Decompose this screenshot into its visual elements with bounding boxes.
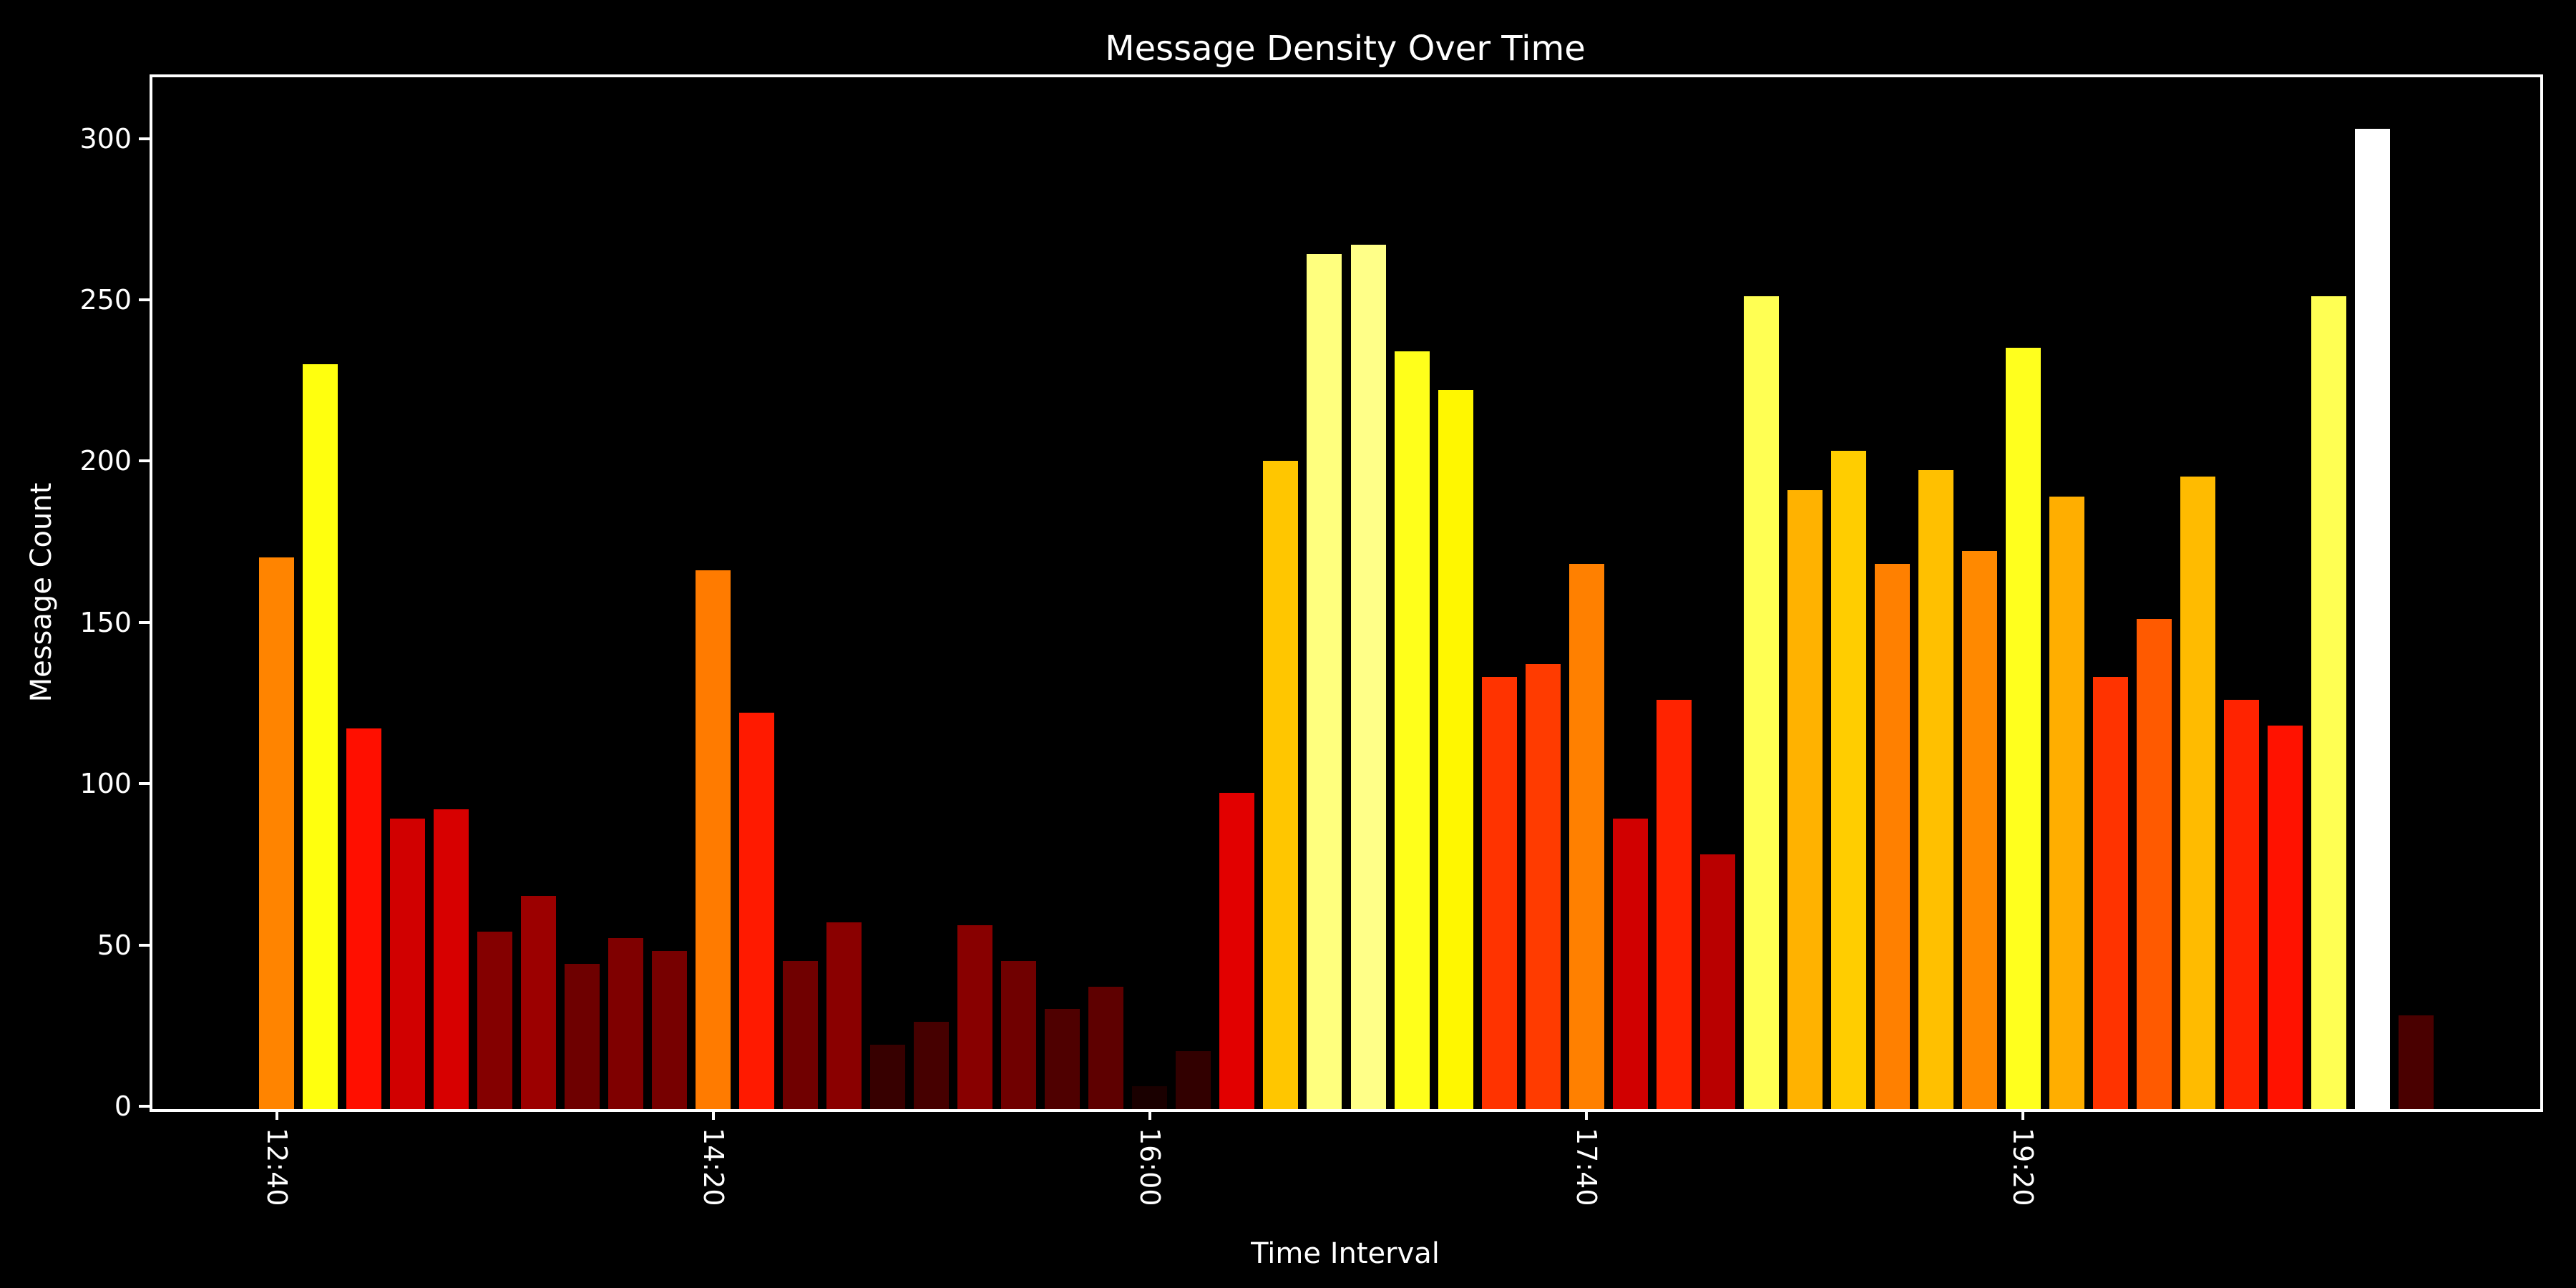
x-tick-mark <box>711 1109 715 1120</box>
bar-15:00 <box>870 1044 906 1109</box>
bar-12:40 <box>259 557 295 1109</box>
y-tick-mark <box>139 620 150 624</box>
bar-20:30 <box>2311 296 2346 1109</box>
y-tick-label: 250 <box>79 284 132 316</box>
bar-16:00 <box>1132 1086 1168 1109</box>
bar-16:10 <box>1176 1050 1211 1109</box>
plot-area <box>150 74 2543 1112</box>
bar-18:30 <box>1787 489 1823 1109</box>
bar-13:00 <box>346 728 382 1109</box>
bar-19:10 <box>1961 551 1997 1109</box>
bar-14:00 <box>608 938 644 1109</box>
y-tick-mark <box>139 1105 150 1108</box>
bar-14:50 <box>826 922 862 1109</box>
bar-18:40 <box>1830 451 1866 1109</box>
bar-13:40 <box>521 896 557 1109</box>
y-tick-label: 0 <box>114 1091 132 1122</box>
bar-16:40 <box>1307 254 1342 1109</box>
bar-20:40 <box>2354 128 2390 1109</box>
bar-15:10 <box>914 1022 950 1109</box>
y-tick-mark <box>139 459 150 463</box>
chart-title: Message Density Over Time <box>1105 29 1586 69</box>
x-tick-label: 17:40 <box>1571 1128 1603 1206</box>
x-tick-mark <box>1585 1109 1589 1120</box>
x-axis-label: Time Interval <box>1251 1237 1440 1270</box>
bar-15:40 <box>1045 1009 1080 1109</box>
y-tick-label: 300 <box>79 122 132 155</box>
x-tick-label: 16:00 <box>1133 1128 1166 1206</box>
bar-17:50 <box>1612 819 1648 1109</box>
bar-18:00 <box>1656 699 1692 1109</box>
y-tick-label: 200 <box>79 445 132 477</box>
bar-20:10 <box>2223 699 2259 1109</box>
x-tick-label: 14:20 <box>697 1128 729 1206</box>
bar-12:50 <box>303 364 338 1109</box>
y-axis-label: Message Count <box>25 482 58 703</box>
bar-13:30 <box>477 932 513 1109</box>
bar-14:10 <box>652 951 688 1109</box>
bar-13:10 <box>390 819 426 1109</box>
bar-17:00 <box>1394 351 1430 1109</box>
x-tick-mark <box>275 1109 278 1120</box>
bar-20:50 <box>2398 1015 2434 1109</box>
bar-20:20 <box>2267 725 2303 1109</box>
bar-18:50 <box>1874 564 1910 1109</box>
bar-18:20 <box>1743 296 1779 1109</box>
y-tick-mark <box>139 298 150 302</box>
bar-16:30 <box>1263 460 1299 1109</box>
y-tick-mark <box>139 782 150 786</box>
bar-14:20 <box>696 570 731 1109</box>
x-tick-mark <box>1148 1109 1151 1120</box>
bar-19:00 <box>1918 470 1953 1109</box>
x-tick-mark <box>2021 1109 2025 1120</box>
bar-19:40 <box>2092 676 2128 1109</box>
y-tick-label: 100 <box>79 768 132 800</box>
bar-17:30 <box>1525 663 1561 1109</box>
bar-13:20 <box>434 809 469 1109</box>
bar-19:50 <box>2136 618 2172 1109</box>
bar-19:20 <box>2005 348 2041 1109</box>
y-tick-label: 50 <box>97 929 132 961</box>
bar-17:20 <box>1481 676 1517 1109</box>
bar-20:00 <box>2180 477 2215 1109</box>
y-tick-mark <box>139 137 150 140</box>
bar-15:50 <box>1088 986 1124 1109</box>
bar-14:30 <box>739 712 775 1109</box>
bar-16:50 <box>1350 244 1386 1109</box>
bar-15:20 <box>957 925 993 1109</box>
x-tick-label: 19:20 <box>2007 1128 2039 1206</box>
y-tick-label: 150 <box>79 606 132 638</box>
bar-19:30 <box>2049 496 2084 1109</box>
bar-16:20 <box>1219 793 1255 1109</box>
bar-15:30 <box>1001 960 1037 1109</box>
y-tick-mark <box>139 943 150 947</box>
bar-17:40 <box>1568 564 1604 1109</box>
bar-13:50 <box>565 964 600 1109</box>
bar-14:40 <box>783 960 819 1109</box>
bar-17:10 <box>1438 389 1473 1109</box>
bar-18:10 <box>1699 854 1735 1109</box>
x-tick-label: 12:40 <box>260 1128 293 1206</box>
